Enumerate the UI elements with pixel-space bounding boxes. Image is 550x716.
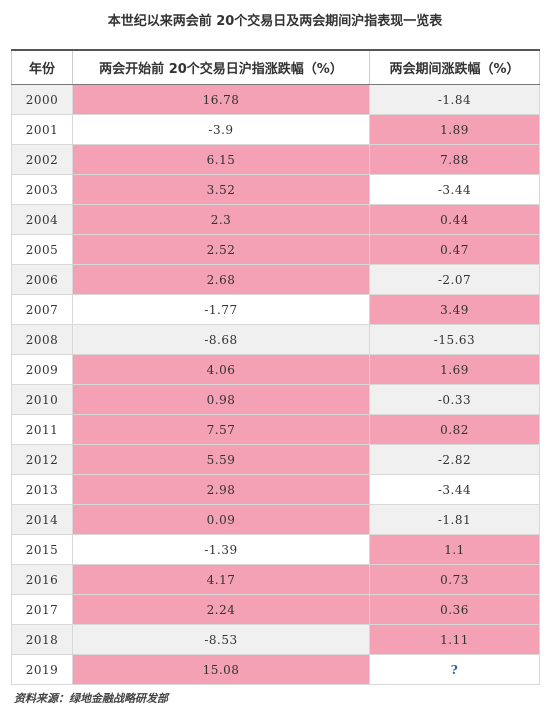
during-cell: 0.44	[369, 204, 540, 235]
before-cell: 15.08	[72, 654, 370, 685]
table-row: 2019 15.08 ?	[11, 654, 540, 685]
during-cell: 1.69	[369, 354, 540, 385]
before-cell: 2.52	[72, 234, 370, 265]
during-cell: 3.49	[369, 294, 540, 325]
header-before: 两会开始前 20个交易日沪指涨跌幅（%）	[72, 49, 370, 85]
header-during: 两会期间涨跌幅（%）	[369, 49, 540, 85]
before-cell: 2.98	[72, 474, 370, 505]
year-cell: 2003	[11, 174, 73, 205]
table-row: 2004 2.3 0.44	[11, 204, 540, 235]
data-table: 年份 两会开始前 20个交易日沪指涨跌幅（%） 两会期间涨跌幅（%） 2000 …	[11, 49, 540, 685]
during-cell: -1.84	[369, 84, 540, 115]
year-cell: 2009	[11, 354, 73, 385]
before-cell: 6.15	[72, 144, 370, 175]
source-note: 资料来源：绿地金融战略研发部	[14, 692, 168, 705]
before-cell: 2.24	[72, 594, 370, 625]
year-cell: 2013	[11, 474, 73, 505]
table-row: 2017 2.24 0.36	[11, 594, 540, 625]
before-cell: 3.52	[72, 174, 370, 205]
question-mark-cell: ?	[369, 654, 540, 685]
year-cell: 2011	[11, 414, 73, 445]
table-row: 2010 0.98 -0.33	[11, 384, 540, 415]
table-row: 2005 2.52 0.47	[11, 234, 540, 265]
year-cell: 2004	[11, 204, 73, 235]
before-cell: -1.77	[72, 294, 370, 325]
before-cell: 5.59	[72, 444, 370, 475]
during-cell: -1.81	[369, 504, 540, 535]
table-row: 2018 -8.53 1.11	[11, 624, 540, 655]
during-cell: 0.82	[369, 414, 540, 445]
year-cell: 2000	[11, 84, 73, 115]
during-cell: -2.07	[369, 264, 540, 295]
year-cell: 2001	[11, 114, 73, 145]
year-cell: 2015	[11, 534, 73, 565]
year-cell: 2019	[11, 654, 73, 685]
before-cell: 16.78	[72, 84, 370, 115]
table-row: 2001 -3.9 1.89	[11, 114, 540, 145]
during-cell: -3.44	[369, 174, 540, 205]
during-cell: -2.82	[369, 444, 540, 475]
during-cell: 0.36	[369, 594, 540, 625]
before-cell: 0.98	[72, 384, 370, 415]
table-row: 2014 0.09 -1.81	[11, 504, 540, 535]
during-cell: 0.73	[369, 564, 540, 595]
table-row: 2013 2.98 -3.44	[11, 474, 540, 505]
table-row: 2007 -1.77 3.49	[11, 294, 540, 325]
year-cell: 2017	[11, 594, 73, 625]
year-cell: 2018	[11, 624, 73, 655]
table-row: 2016 4.17 0.73	[11, 564, 540, 595]
before-cell: 2.3	[72, 204, 370, 235]
before-cell: -8.53	[72, 624, 370, 655]
during-cell: -3.44	[369, 474, 540, 505]
table-title: 本世纪以来两会前 20个交易日及两会期间沪指表现一览表	[107, 14, 443, 29]
year-cell: 2006	[11, 264, 73, 295]
year-cell: 2014	[11, 504, 73, 535]
year-cell: 2010	[11, 384, 73, 415]
header-row: 年份 两会开始前 20个交易日沪指涨跌幅（%） 两会期间涨跌幅（%）	[11, 49, 540, 85]
table-row: 2003 3.52 -3.44	[11, 174, 540, 205]
during-cell: -0.33	[369, 384, 540, 415]
before-cell: 4.17	[72, 564, 370, 595]
year-cell: 2002	[11, 144, 73, 175]
table-row: 2015 -1.39 1.1	[11, 534, 540, 565]
before-cell: -1.39	[72, 534, 370, 565]
during-cell: 1.11	[369, 624, 540, 655]
year-cell: 2012	[11, 444, 73, 475]
before-cell: -3.9	[72, 114, 370, 145]
during-cell: 1.89	[369, 114, 540, 145]
during-cell: 7.88	[369, 144, 540, 175]
table-row: 2000 16.78 -1.84	[11, 84, 540, 115]
year-cell: 2016	[11, 564, 73, 595]
table-row: 2009 4.06 1.69	[11, 354, 540, 385]
during-cell: -15.63	[369, 324, 540, 355]
table-row: 2006 2.68 -2.07	[11, 264, 540, 295]
table-row: 2008 -8.68 -15.63	[11, 324, 540, 355]
header-year: 年份	[11, 49, 73, 85]
year-cell: 2007	[11, 294, 73, 325]
before-cell: 0.09	[72, 504, 370, 535]
during-cell: 0.47	[369, 234, 540, 265]
table-row: 2002 6.15 7.88	[11, 144, 540, 175]
year-cell: 2005	[11, 234, 73, 265]
year-cell: 2008	[11, 324, 73, 355]
during-cell: 1.1	[369, 534, 540, 565]
table-row: 2011 7.57 0.82	[11, 414, 540, 445]
before-cell: -8.68	[72, 324, 370, 355]
before-cell: 4.06	[72, 354, 370, 385]
before-cell: 7.57	[72, 414, 370, 445]
table-row: 2012 5.59 -2.82	[11, 444, 540, 475]
before-cell: 2.68	[72, 264, 370, 295]
